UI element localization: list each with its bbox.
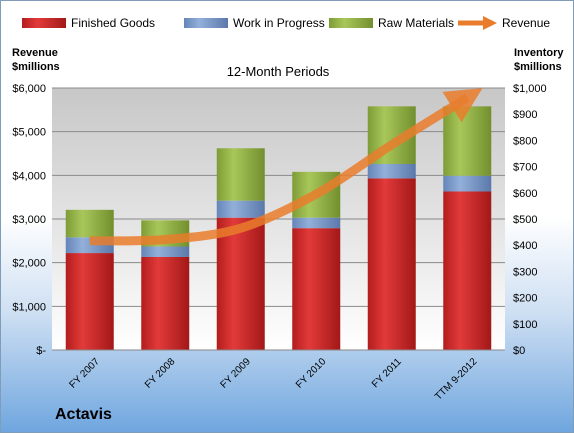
revenue-line [89, 88, 483, 246]
x-tick-label: FY 2009 [218, 356, 253, 391]
gridlines [52, 87, 505, 307]
legend-item-finished-goods: Finished Goods [22, 16, 155, 30]
right-tick-label: $700 [513, 162, 537, 174]
bar-work-in-progress [292, 217, 341, 229]
bar-finished-goods [292, 228, 341, 350]
left-tick-label: $- [36, 345, 46, 357]
legend-swatch-finished-goods [22, 18, 66, 28]
left-tick-label: $6,000 [12, 83, 46, 95]
right-tick-label: $300 [513, 266, 537, 278]
right-tick-label: $400 [513, 240, 537, 252]
legend: Finished Goods Work in Progress Raw Mate… [22, 16, 550, 30]
bar-raw-materials [216, 148, 265, 201]
bar-finished-goods [141, 256, 190, 350]
bar-finished-goods [443, 191, 492, 350]
left-tick-label: $4,000 [12, 170, 46, 182]
bar-work-in-progress [216, 200, 265, 218]
right-tick-label: $500 [513, 214, 537, 226]
chart-title: 12-Month Periods [227, 64, 330, 79]
legend-item-raw-materials: Raw Materials [329, 16, 454, 30]
right-axis-ticks: $0 $100 $200 $300 $400 $500 $600 $700 $800 $900 $1… [513, 83, 547, 357]
legend-swatch-raw-materials [329, 18, 373, 28]
left-tick-label: $5,000 [12, 127, 46, 139]
legend-arrow-revenue [483, 16, 497, 30]
legend-label-raw-materials: Raw Materials [378, 16, 454, 30]
left-tick-label: $1,000 [12, 301, 46, 313]
legend-item-revenue: Revenue [458, 16, 550, 30]
left-axis-title-line1: Revenue [12, 47, 58, 59]
right-axis-title-line2: $millions [514, 61, 562, 73]
right-tick-label: $900 [513, 109, 537, 121]
legend-swatch-work-in-progress [184, 18, 228, 28]
right-tick-label: $0 [513, 345, 525, 357]
left-axis-title: Revenue $millions [12, 47, 60, 73]
right-tick-label: $800 [513, 135, 537, 147]
bar-work-in-progress [367, 163, 416, 179]
x-tick-label: FY 2007 [67, 356, 102, 391]
bar-work-in-progress [443, 175, 492, 192]
bar-work-in-progress [141, 246, 190, 257]
legend-label-revenue: Revenue [502, 16, 550, 30]
right-axis-title-line1: Inventory [514, 47, 564, 59]
company-name: Actavis [55, 406, 112, 423]
x-axis-ticks: FY 2007 FY 2008 FY 2009 FY 2010 FY 2011 TTM 9… [67, 356, 479, 403]
x-tick-label: FY 2011 [370, 356, 404, 390]
revenue-line-layer [89, 88, 483, 246]
legend-item-work-in-progress: Work in Progress [184, 16, 325, 30]
left-tick-label: $2,000 [12, 258, 46, 270]
x-tick-label: TTM 9-2012 [433, 356, 480, 403]
x-tick-label: FY 2010 [294, 356, 329, 391]
legend-label-work-in-progress: Work in Progress [233, 16, 325, 30]
x-tick-label: FY 2008 [143, 356, 178, 391]
right-axis-title: Inventory $millions [514, 47, 564, 73]
left-axis-ticks: $- $1,000 $2,000 $3,000 $4,000 $5,000 $6,000 [12, 83, 46, 357]
legend-label-finished-goods: Finished Goods [71, 16, 155, 30]
bar-finished-goods [65, 253, 114, 350]
right-tick-label: $200 [513, 293, 537, 305]
bar-finished-goods [367, 178, 416, 350]
bar-raw-materials [443, 106, 492, 176]
bar-raw-materials [65, 209, 114, 238]
bar-finished-goods [216, 217, 265, 350]
right-tick-label: $1,000 [513, 83, 547, 95]
left-axis-title-line2: $millions [12, 61, 60, 73]
left-tick-label: $3,000 [12, 214, 46, 226]
right-tick-label: $600 [513, 188, 537, 200]
right-tick-label: $100 [513, 319, 537, 331]
